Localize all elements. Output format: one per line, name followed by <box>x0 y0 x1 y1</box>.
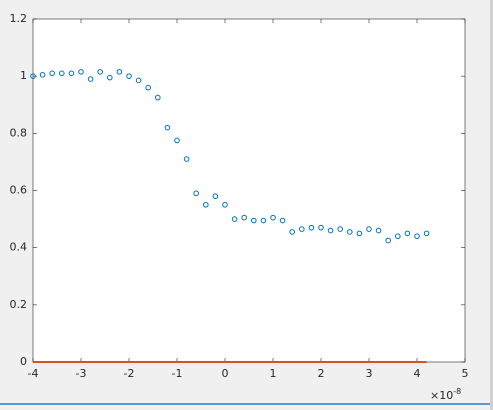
x-tick-label: -2 <box>124 367 135 380</box>
x-tick-label: 4 <box>414 367 421 380</box>
data-point <box>155 94 161 101</box>
data-point <box>327 227 334 234</box>
data-point <box>279 217 286 224</box>
y-tick-label: 0 <box>20 355 27 368</box>
x-tick-label: 0 <box>222 367 229 380</box>
data-point <box>385 237 392 244</box>
data-point <box>59 70 65 77</box>
data-point <box>87 76 94 82</box>
x-tick-label: 2 <box>318 367 325 380</box>
data-point <box>299 226 305 232</box>
x-tick-label: -1 <box>172 367 183 380</box>
data-point <box>404 230 411 237</box>
y-tick-label: 0.4 <box>10 241 28 254</box>
data-point <box>78 69 84 75</box>
data-point <box>308 224 315 231</box>
data-point <box>222 201 228 208</box>
exponent-power: -8 <box>453 387 461 396</box>
data-point <box>241 214 247 221</box>
data-point <box>251 217 257 224</box>
x-tick-label: 3 <box>366 367 373 380</box>
data-point <box>414 233 420 240</box>
data-point <box>375 227 382 234</box>
data-point <box>193 190 199 197</box>
y-tick-label: 1 <box>20 69 27 82</box>
window-border <box>0 403 493 405</box>
data-point <box>318 224 324 231</box>
y-tick-label: 0.8 <box>10 126 28 139</box>
data-point <box>289 229 296 235</box>
x-exponent: ×10-8 <box>430 387 461 403</box>
data-point <box>260 217 267 224</box>
data-point <box>337 226 344 232</box>
data-point <box>203 201 209 208</box>
data-point <box>395 233 401 240</box>
data-point <box>347 229 353 235</box>
data-point <box>145 84 151 91</box>
exponent-base: ×10 <box>430 389 453 402</box>
window-edge <box>490 0 493 410</box>
data-point <box>135 77 142 84</box>
data-point <box>174 137 180 144</box>
data-point <box>49 70 56 77</box>
data-point <box>212 193 219 200</box>
data-point <box>164 124 171 131</box>
data-point <box>356 230 363 237</box>
x-tick-label: 1 <box>270 367 277 380</box>
data-point <box>39 71 46 78</box>
data-point <box>97 69 103 75</box>
x-tick-label: -3 <box>76 367 87 380</box>
data-point <box>126 73 132 79</box>
axes-box <box>32 18 466 363</box>
y-tick-label: 0.6 <box>10 184 28 197</box>
y-tick-label: 0.2 <box>10 298 28 311</box>
x-tick-label: -4 <box>28 367 39 380</box>
data-point <box>270 214 276 221</box>
x-tick-label: 5 <box>462 367 469 380</box>
data-point <box>423 230 430 237</box>
data-point <box>183 156 190 162</box>
data-point <box>231 216 238 222</box>
data-point <box>107 74 113 81</box>
data-point <box>116 69 123 75</box>
data-point <box>68 70 75 77</box>
data-point <box>366 226 372 232</box>
data-point <box>30 73 36 79</box>
y-tick-label: 1.2 <box>10 12 28 25</box>
